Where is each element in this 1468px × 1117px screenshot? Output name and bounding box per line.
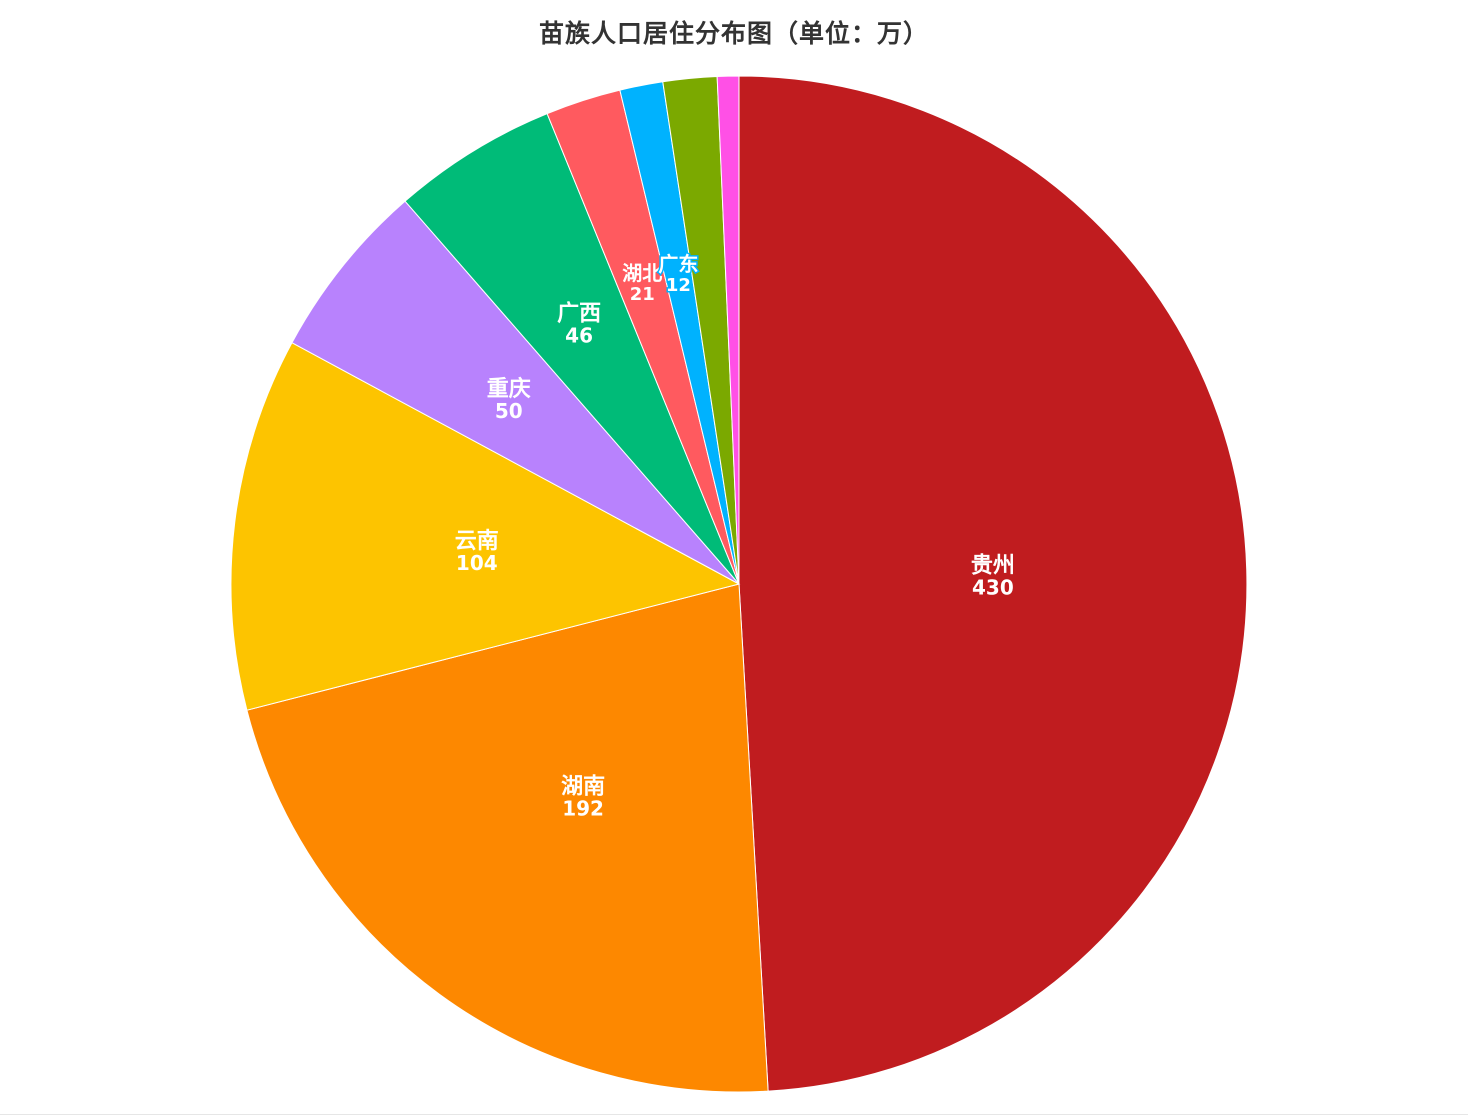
bottom-divider <box>0 1114 1468 1115</box>
chart-title: 苗族人口居住分布图（单位：万） <box>538 19 929 48</box>
pie-slice-3[interactable] <box>291 200 740 585</box>
slice-label-value-0: 430 <box>972 576 1014 600</box>
pie-slice-4[interactable] <box>404 112 740 585</box>
slice-label-value-3: 50 <box>495 399 523 423</box>
slice-label-value-1: 192 <box>562 796 604 820</box>
slice-label-value-2: 104 <box>456 551 498 575</box>
slice-label-value-5: 21 <box>630 284 655 305</box>
slice-label-name-1: 湖南 <box>561 774 605 799</box>
slice-label-name-4: 广西 <box>557 301 601 327</box>
slice-label-name-5: 湖北 <box>622 261 662 285</box>
pie-slice-0[interactable] <box>738 75 1248 1092</box>
slice-label-value-4: 46 <box>565 324 593 348</box>
pie-slices <box>230 75 1248 1093</box>
slice-label-name-6: 广东 <box>658 252 698 276</box>
pie-slice-2[interactable] <box>230 342 741 711</box>
slice-label-value-6: 12 <box>666 275 691 296</box>
slice-label-name-2: 云南 <box>455 529 499 554</box>
slice-label-name-0: 贵州 <box>971 554 1015 579</box>
pie-slice-1[interactable] <box>246 583 769 1093</box>
slice-label-name-3: 重庆 <box>487 376 531 402</box>
pie-slice-8[interactable] <box>716 75 740 585</box>
